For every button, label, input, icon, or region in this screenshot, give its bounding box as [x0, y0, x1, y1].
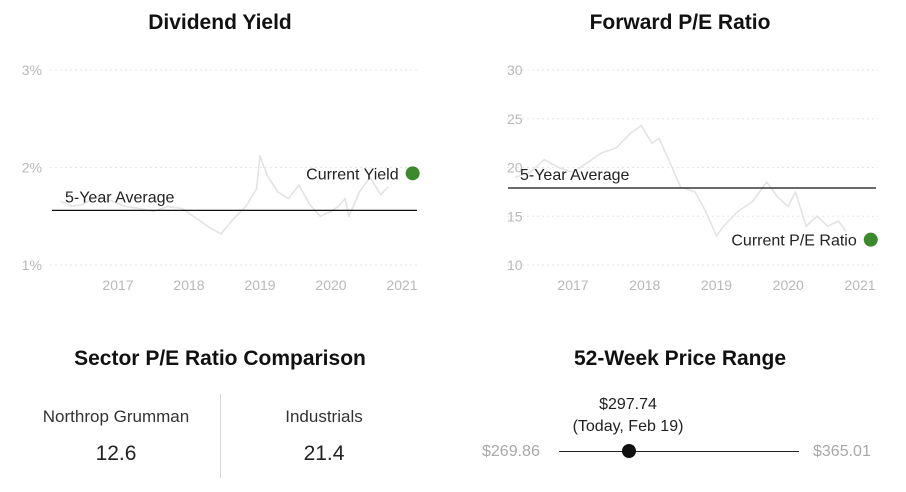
series-point: [369, 176, 371, 179]
series-point: [572, 171, 574, 174]
series-point: [379, 193, 382, 196]
series-point: [615, 147, 617, 149]
series-point: [794, 190, 797, 193]
series-point: [298, 184, 300, 186]
sector-pe-title: Sector P/E Ratio Comparison: [74, 347, 366, 370]
series-point: [209, 227, 212, 229]
x-tick-label: 2020: [773, 277, 804, 293]
series-point: [658, 137, 660, 140]
sector-pe-value: 21.4: [303, 442, 345, 465]
series-point: [287, 197, 290, 200]
y-tick-label: 15: [507, 208, 523, 224]
x-tick-label: 2018: [173, 277, 204, 293]
series-point: [586, 161, 589, 164]
low-price: $269.86: [482, 443, 540, 460]
x-tick-label: 2017: [102, 277, 133, 293]
series-point: [60, 200, 63, 203]
y-tick-label: 20: [507, 160, 523, 176]
series-point: [629, 132, 632, 135]
series-point: [70, 205, 73, 208]
series-point: [651, 142, 653, 145]
current-label: Current P/E Ratio: [731, 233, 856, 250]
series-point: [110, 199, 112, 202]
forward-pe-title: Forward P/E Ratio: [589, 11, 771, 34]
series-point: [694, 190, 696, 193]
y-tick-label: 10: [507, 257, 523, 273]
y-tick-label: 1%: [22, 257, 42, 273]
y-tick-label: 3%: [22, 62, 42, 78]
series-point: [220, 232, 222, 235]
sector-name: Industrials: [285, 407, 363, 426]
comparison-divider: [220, 394, 221, 478]
series-point: [704, 210, 707, 213]
series-point: [195, 217, 198, 220]
series-point: [95, 195, 98, 198]
price-range-track: [559, 451, 799, 452]
current-price-note: (Today, Feb 19): [572, 418, 684, 435]
series-point: [668, 161, 671, 164]
series-point: [640, 124, 643, 127]
x-tick-label: 2021: [386, 277, 417, 293]
series-point: [181, 207, 183, 210]
x-tick-label: 2019: [244, 277, 275, 293]
series-point: [514, 176, 517, 179]
series-point: [751, 200, 754, 203]
series-point: [837, 220, 840, 223]
current-label: Current Yield: [306, 166, 399, 183]
series-point: [737, 210, 739, 213]
series-point: [715, 234, 718, 237]
x-tick-label: 2020: [315, 277, 346, 293]
dividend-yield-title: Dividend Yield: [148, 11, 292, 34]
series-point: [138, 207, 141, 210]
y-tick-label: 25: [507, 111, 523, 127]
series-point: [337, 205, 339, 208]
y-tick-label: 30: [507, 62, 523, 78]
series-point: [543, 158, 546, 161]
x-tick-label: 2017: [557, 277, 588, 293]
series-point: [230, 220, 233, 223]
series-point: [344, 197, 347, 200]
x-tick-label: 2018: [629, 277, 660, 293]
series-point: [358, 190, 361, 193]
series-point: [166, 205, 169, 208]
series-point: [386, 186, 389, 188]
price-range-title: 52-Week Price Range: [573, 347, 787, 370]
series-point: [347, 215, 350, 218]
series-point: [844, 229, 847, 232]
series-point: [255, 188, 258, 190]
current-price-marker: [622, 444, 637, 458]
series-point: [276, 190, 279, 193]
dividend-yield-chart: 3% 2% 1% 2017 2018 2019 2020 2021 5-Year Average…: [22, 62, 420, 293]
y-tick-label: 2%: [22, 160, 42, 176]
series-point: [557, 166, 560, 169]
company-name: Northrop Grumman: [42, 407, 190, 426]
company-pe-value: 12.6: [95, 442, 137, 465]
series-point: [787, 205, 790, 208]
series-point: [319, 215, 322, 218]
series-point: [244, 205, 247, 208]
current-marker: [405, 166, 420, 181]
series-point: [259, 154, 261, 157]
series-point: [776, 195, 779, 198]
forward-pe-chart: 30 25 20 15 10 2017 2018 2019 2020 2021 5-Year Ave…: [507, 62, 878, 293]
series-point: [722, 225, 725, 227]
series-point: [816, 215, 818, 218]
average-label: 5-Year Average: [65, 189, 175, 206]
series-point: [266, 174, 268, 177]
series-point: [308, 203, 311, 206]
series-point: [124, 205, 126, 208]
series-point: [529, 171, 531, 174]
series-point: [826, 225, 829, 227]
x-tick-label: 2021: [844, 277, 875, 293]
series-point: [81, 203, 84, 206]
series-point: [765, 181, 768, 184]
current-price: $297.74: [599, 396, 657, 413]
high-price: $365.01: [813, 443, 871, 460]
current-marker: [863, 232, 878, 247]
average-label: 5-Year Average: [520, 167, 630, 184]
series-point: [805, 225, 808, 227]
x-tick-label: 2019: [701, 277, 732, 293]
series-point: [600, 151, 603, 154]
